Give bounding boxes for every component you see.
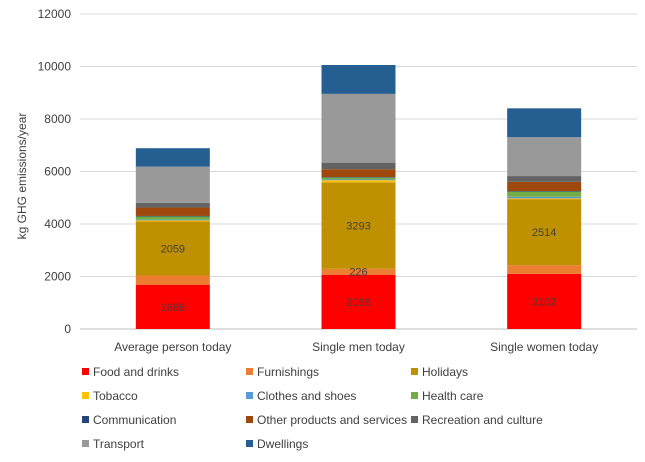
bar-segment-1-3 [321,180,396,183]
legend-swatch-2 [411,368,418,375]
legend-label-7: Other products and services [257,413,407,427]
legend-label-0: Food and drinks [93,365,179,379]
bar-segment-0-7 [135,207,210,216]
bar-segment-0-8 [135,202,210,208]
bar-segment-0-3 [135,220,210,222]
y-tick-label-2000: 2000 [44,270,71,284]
bar-segment-0-2 [135,221,210,276]
legend-label-1: Furnishings [257,365,319,379]
y-tick-label-4000: 4000 [44,217,71,231]
legend-label-5: Health care [422,389,484,403]
legend-label-9: Transport [93,437,145,451]
legend-swatch-6 [82,416,89,423]
category-label-0: Average person today [114,340,231,354]
bar-segment-2-5 [507,191,582,197]
legend: Food and drinks Furnishings Holidays Tobacc… [82,365,543,451]
legend-swatch-0 [82,368,89,375]
category-label-2: Single women today [490,340,598,354]
bar-segment-0-0 [135,284,210,329]
bar-segment-2-8 [507,176,582,182]
legend-swatch-4 [246,392,253,399]
bar-segment-1-1 [321,268,396,275]
legend-swatch-10 [246,440,253,447]
legend-swatch-5 [411,392,418,399]
bar-segment-1-8 [321,162,396,170]
bar-segment-1-7 [321,169,396,178]
bar-segment-0-9 [135,166,210,203]
legend-label-2: Holidays [422,365,468,379]
legend-label-10: Dwellings [257,437,308,451]
bar-segment-1-6 [321,177,396,178]
bar-segment-2-0 [507,273,582,329]
legend-swatch-9 [82,440,89,447]
data-label-2-0: 2102 [532,296,556,308]
legend-label-3: Tobacco [93,389,138,403]
legend-label-8: Recreation and culture [422,413,543,427]
legend-label-4: Clothes and shoes [257,389,356,403]
y-axis-label: kg GHG emissions/year [15,113,29,240]
legend-label-6: Communication [93,413,176,427]
data-label-0-2: 2059 [161,243,185,255]
data-labels: 1688 2059 2068 226 3293 2102 2514 [161,221,557,314]
legend-swatch-3 [82,392,89,399]
bar-segment-0-1 [135,275,210,285]
bar-segment-1-10 [321,65,396,94]
bar-segment-0-10 [135,148,210,167]
x-axis-categories: Average person today Single men today Sing… [114,340,598,354]
data-label-1-1: 226 [349,267,367,279]
legend-swatch-8 [411,416,418,423]
y-tick-label-12000: 12000 [38,7,72,21]
bar-segment-1-0 [321,274,396,329]
bar-segment-2-9 [507,137,582,177]
y-tick-label-10000: 10000 [38,60,72,74]
bar-segment-2-6 [507,191,582,192]
bar-segment-2-10 [507,108,582,138]
bar-segment-2-7 [507,181,582,192]
bar-segment-2-1 [507,265,582,274]
data-label-1-0: 2068 [346,297,370,309]
bars [135,65,582,329]
bar-segment-0-6 [135,215,210,217]
legend-swatch-1 [246,368,253,375]
data-label-2-2: 2514 [532,227,556,239]
y-tick-label-0: 0 [64,322,71,336]
category-label-1: Single men today [312,340,405,354]
y-tick-label-6000: 6000 [44,165,71,179]
bar-segment-1-4 [321,179,396,181]
bar-segment-2-2 [507,199,582,266]
data-label-1-2: 3293 [346,221,370,233]
bar-segment-2-3 [507,198,582,200]
bar-segment-1-2 [321,182,396,269]
legend-swatch-7 [246,416,253,423]
data-label-0-0: 1688 [161,302,185,314]
bar-segment-0-4 [135,219,210,221]
y-tick-label-8000: 8000 [44,112,71,126]
bar-segment-2-4 [507,196,582,199]
y-axis-ticks: 0 2000 4000 6000 8000 10000 12000 [38,7,72,336]
bar-segment-1-9 [321,93,396,163]
bar-segment-0-5 [135,216,210,220]
bar-segment-1-5 [321,177,396,180]
